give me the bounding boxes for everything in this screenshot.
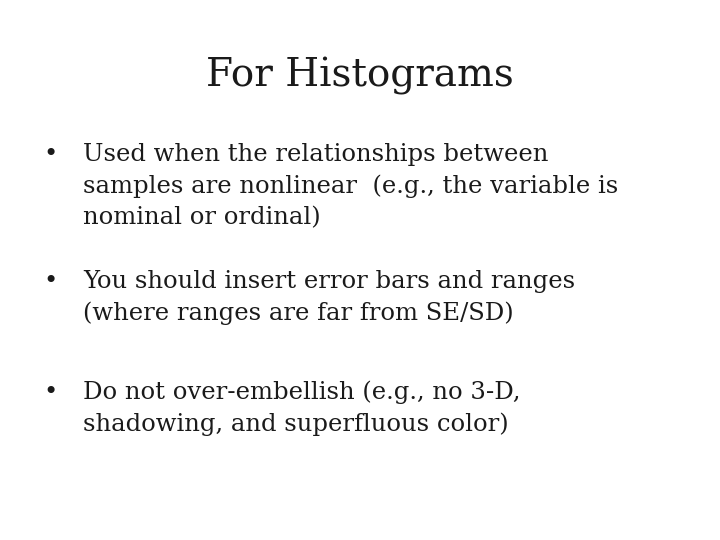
Text: •: •	[43, 381, 58, 404]
Text: You should insert error bars and ranges
(where ranges are far from SE/SD): You should insert error bars and ranges …	[83, 270, 575, 325]
Text: Used when the relationships between
samples are nonlinear  (e.g., the variable i: Used when the relationships between samp…	[83, 143, 618, 229]
Text: •: •	[43, 143, 58, 166]
Text: •: •	[43, 270, 58, 293]
Text: For Histograms: For Histograms	[206, 57, 514, 94]
Text: Do not over-embellish (e.g., no 3-D,
shadowing, and superfluous color): Do not over-embellish (e.g., no 3-D, sha…	[83, 381, 521, 436]
